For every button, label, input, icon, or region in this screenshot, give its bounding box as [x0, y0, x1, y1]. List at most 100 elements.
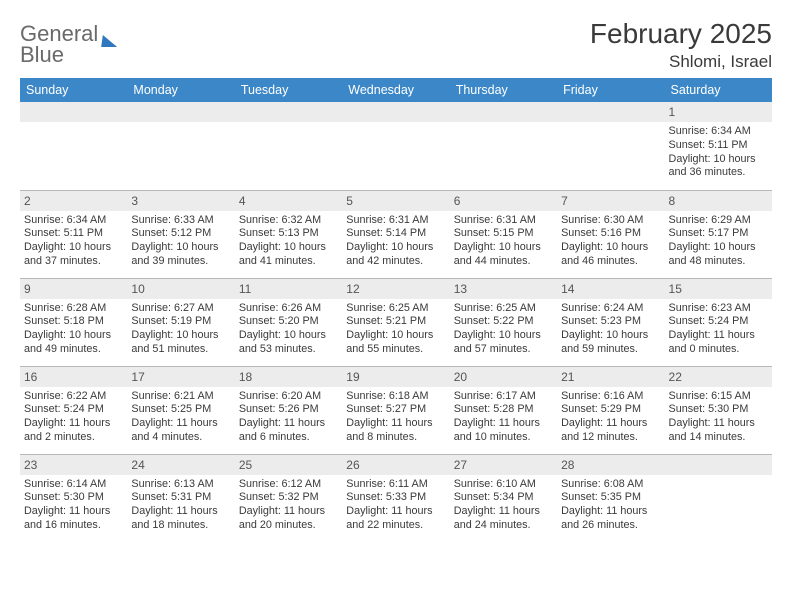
- day-details: Sunrise: 6:17 AMSunset: 5:28 PMDaylight:…: [454, 390, 553, 445]
- sunrise-line: Sunrise: 6:34 AM: [24, 214, 123, 228]
- calendar-day-cell: 11Sunrise: 6:26 AMSunset: 5:20 PMDayligh…: [235, 278, 342, 366]
- weekday-header: Thursday: [450, 78, 557, 102]
- sunrise-line: Sunrise: 6:25 AM: [346, 302, 445, 316]
- day-number: 21: [557, 367, 664, 387]
- day-number: [235, 102, 342, 122]
- sunrise-line: Sunrise: 6:28 AM: [24, 302, 123, 316]
- sunset-line: Sunset: 5:11 PM: [24, 227, 123, 241]
- calendar-day-cell: [342, 102, 449, 190]
- calendar-day-cell: 24Sunrise: 6:13 AMSunset: 5:31 PMDayligh…: [127, 454, 234, 542]
- sunrise-line: Sunrise: 6:26 AM: [239, 302, 338, 316]
- daylight-line: Daylight: 10 hours and 39 minutes.: [131, 241, 230, 269]
- sunset-line: Sunset: 5:30 PM: [669, 403, 768, 417]
- sunrise-line: Sunrise: 6:21 AM: [131, 390, 230, 404]
- daylight-line: Daylight: 10 hours and 37 minutes.: [24, 241, 123, 269]
- daylight-line: Daylight: 11 hours and 10 minutes.: [454, 417, 553, 445]
- daylight-line: Daylight: 11 hours and 22 minutes.: [346, 505, 445, 533]
- day-number: 8: [665, 191, 772, 211]
- day-details: Sunrise: 6:24 AMSunset: 5:23 PMDaylight:…: [561, 302, 660, 357]
- day-number: [557, 102, 664, 122]
- sunrise-line: Sunrise: 6:32 AM: [239, 214, 338, 228]
- daylight-line: Daylight: 10 hours and 57 minutes.: [454, 329, 553, 357]
- sunrise-line: Sunrise: 6:23 AM: [669, 302, 768, 316]
- day-number: 11: [235, 279, 342, 299]
- sunset-line: Sunset: 5:30 PM: [24, 491, 123, 505]
- daylight-line: Daylight: 11 hours and 24 minutes.: [454, 505, 553, 533]
- sunset-line: Sunset: 5:11 PM: [669, 139, 768, 153]
- sunset-line: Sunset: 5:13 PM: [239, 227, 338, 241]
- calendar-day-cell: [235, 102, 342, 190]
- calendar-week-row: 9Sunrise: 6:28 AMSunset: 5:18 PMDaylight…: [20, 278, 772, 366]
- daylight-line: Daylight: 10 hours and 36 minutes.: [669, 153, 768, 181]
- weekday-header: Saturday: [665, 78, 772, 102]
- day-number: [342, 102, 449, 122]
- sunrise-line: Sunrise: 6:11 AM: [346, 478, 445, 492]
- day-number: 3: [127, 191, 234, 211]
- day-number: 20: [450, 367, 557, 387]
- brand-word2: Blue: [20, 45, 98, 66]
- day-number: 13: [450, 279, 557, 299]
- title-block: February 2025 Shlomi, Israel: [590, 18, 772, 72]
- day-number: 9: [20, 279, 127, 299]
- daylight-line: Daylight: 11 hours and 16 minutes.: [24, 505, 123, 533]
- sunset-line: Sunset: 5:24 PM: [669, 315, 768, 329]
- day-number: 16: [20, 367, 127, 387]
- day-number: 7: [557, 191, 664, 211]
- sunset-line: Sunset: 5:24 PM: [24, 403, 123, 417]
- calendar-day-cell: 2 Sunrise: 6:34 AMSunset: 5:11 PMDaylight…: [20, 190, 127, 278]
- day-details: Sunrise: 6:29 AMSunset: 5:17 PMDaylight:…: [669, 214, 768, 269]
- weekday-header: Wednesday: [342, 78, 449, 102]
- day-number: 1: [665, 102, 772, 122]
- day-details: Sunrise: 6:11 AMSunset: 5:33 PMDaylight:…: [346, 478, 445, 533]
- brand-triangle-icon: [101, 35, 119, 47]
- day-details: Sunrise: 6:32 AMSunset: 5:13 PMDaylight:…: [239, 214, 338, 269]
- sunrise-line: Sunrise: 6:08 AM: [561, 478, 660, 492]
- day-number: [450, 102, 557, 122]
- sunset-line: Sunset: 5:25 PM: [131, 403, 230, 417]
- calendar-day-cell: 20 Sunrise: 6:17 AMSunset: 5:28 PMDayligh…: [450, 366, 557, 454]
- sunset-line: Sunset: 5:22 PM: [454, 315, 553, 329]
- day-details: Sunrise: 6:33 AMSunset: 5:12 PMDaylight:…: [131, 214, 230, 269]
- daylight-line: Daylight: 10 hours and 42 minutes.: [346, 241, 445, 269]
- sunset-line: Sunset: 5:33 PM: [346, 491, 445, 505]
- daylight-line: Daylight: 10 hours and 41 minutes.: [239, 241, 338, 269]
- sunset-line: Sunset: 5:15 PM: [454, 227, 553, 241]
- sunrise-line: Sunrise: 6:18 AM: [346, 390, 445, 404]
- month-title: February 2025: [590, 18, 772, 50]
- calendar-day-cell: 13Sunrise: 6:25 AMSunset: 5:22 PMDayligh…: [450, 278, 557, 366]
- daylight-line: Daylight: 10 hours and 59 minutes.: [561, 329, 660, 357]
- sunset-line: Sunset: 5:35 PM: [561, 491, 660, 505]
- daylight-line: Daylight: 11 hours and 26 minutes.: [561, 505, 660, 533]
- day-details: Sunrise: 6:15 AMSunset: 5:30 PMDaylight:…: [669, 390, 768, 445]
- day-details: Sunrise: 6:12 AMSunset: 5:32 PMDaylight:…: [239, 478, 338, 533]
- sunset-line: Sunset: 5:18 PM: [24, 315, 123, 329]
- daylight-line: Daylight: 10 hours and 49 minutes.: [24, 329, 123, 357]
- sunrise-line: Sunrise: 6:12 AM: [239, 478, 338, 492]
- calendar-day-cell: 17Sunrise: 6:21 AMSunset: 5:25 PMDayligh…: [127, 366, 234, 454]
- calendar-day-cell: 28Sunrise: 6:08 AMSunset: 5:35 PMDayligh…: [557, 454, 664, 542]
- calendar-day-cell: 27Sunrise: 6:10 AMSunset: 5:34 PMDayligh…: [450, 454, 557, 542]
- calendar-day-cell: [665, 454, 772, 542]
- calendar-day-cell: [450, 102, 557, 190]
- calendar-day-cell: 3 Sunrise: 6:33 AMSunset: 5:12 PMDaylight…: [127, 190, 234, 278]
- calendar-day-cell: 5Sunrise: 6:31 AMSunset: 5:14 PMDaylight…: [342, 190, 449, 278]
- weekday-header: Friday: [557, 78, 664, 102]
- day-number: 19: [342, 367, 449, 387]
- day-number: 15: [665, 279, 772, 299]
- day-number: 27: [450, 455, 557, 475]
- calendar-week-row: 16Sunrise: 6:22 AMSunset: 5:24 PMDayligh…: [20, 366, 772, 454]
- day-details: Sunrise: 6:18 AMSunset: 5:27 PMDaylight:…: [346, 390, 445, 445]
- day-details: Sunrise: 6:21 AMSunset: 5:25 PMDaylight:…: [131, 390, 230, 445]
- day-number: [665, 455, 772, 475]
- day-number: 2: [20, 191, 127, 211]
- calendar-week-row: 23Sunrise: 6:14 AMSunset: 5:30 PMDayligh…: [20, 454, 772, 542]
- daylight-line: Daylight: 10 hours and 48 minutes.: [669, 241, 768, 269]
- sunrise-line: Sunrise: 6:30 AM: [561, 214, 660, 228]
- sunset-line: Sunset: 5:27 PM: [346, 403, 445, 417]
- sunrise-line: Sunrise: 6:15 AM: [669, 390, 768, 404]
- sunrise-line: Sunrise: 6:17 AM: [454, 390, 553, 404]
- day-number: 10: [127, 279, 234, 299]
- day-details: Sunrise: 6:08 AMSunset: 5:35 PMDaylight:…: [561, 478, 660, 533]
- sunrise-line: Sunrise: 6:31 AM: [454, 214, 553, 228]
- sunrise-line: Sunrise: 6:24 AM: [561, 302, 660, 316]
